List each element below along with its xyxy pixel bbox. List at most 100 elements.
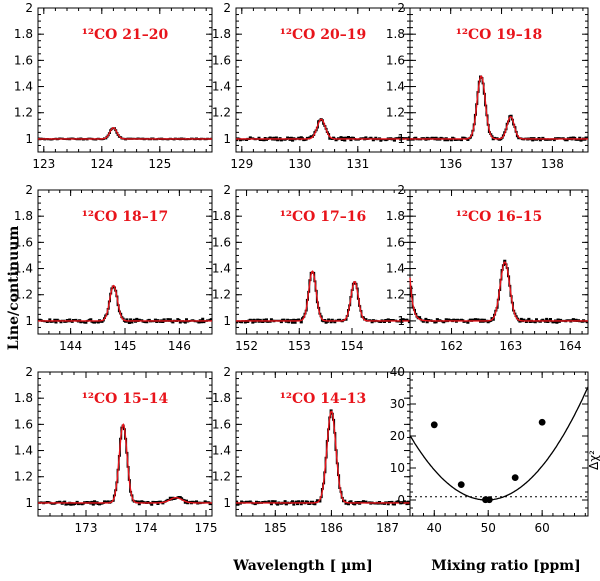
x-tick-label: 154 — [341, 339, 364, 353]
data-point — [457, 481, 465, 489]
x-tick-label: 60 — [535, 521, 550, 535]
x-tick-label: 187 — [376, 521, 399, 535]
x-tick-label: 144 — [59, 339, 82, 353]
x-tick-label: 138 — [541, 157, 564, 171]
x-tick-label: 123 — [32, 157, 55, 171]
y-tick-label: 2 — [397, 1, 405, 15]
y-tick-label: 1 — [223, 132, 231, 146]
y-tick-label: 1.4 — [212, 80, 231, 94]
y-tick-label: 1.8 — [14, 209, 33, 223]
model-spectrum — [236, 410, 410, 504]
x-tick-label: 145 — [114, 339, 137, 353]
panel-label: ¹²CO 14–13 — [280, 391, 366, 407]
y-tick-label: 2 — [397, 183, 405, 197]
model-spectrum — [409, 261, 588, 322]
panel-label: ¹²CO 16–15 — [456, 209, 542, 225]
observed-spectrum — [410, 75, 588, 142]
y-tick-label: 1.4 — [386, 262, 405, 276]
parabola-fit — [409, 386, 589, 501]
y-tick-label: 1.4 — [212, 444, 231, 458]
y-tick-label: 1.8 — [212, 209, 231, 223]
observed-spectrum — [38, 285, 212, 324]
x-axis-title-mixing-ratio: Mixing ratio [ppm] — [431, 558, 580, 574]
y-tick-label: 2 — [25, 1, 33, 15]
y-tick-label: 1 — [397, 132, 405, 146]
data-point — [511, 474, 519, 481]
panel-6: 1 1.2 1.4 1.6 1.8 2 162 163 164 ¹²CO 16–15 — [386, 183, 589, 353]
y-tick-label: 1.6 — [386, 235, 405, 249]
y-tick-label: 1 — [25, 314, 33, 328]
model-spectrum — [236, 270, 410, 322]
panel-3: 1 1.2 1.4 1.6 1.8 2 136 137 138 ¹²CO 19–18 — [386, 1, 589, 171]
y-tick-label: 1.2 — [212, 288, 231, 302]
x-tick-label: 174 — [135, 521, 158, 535]
y-tick-label: 1.4 — [14, 80, 33, 94]
y-tick-label: 1.2 — [14, 470, 33, 484]
x-tick-label: 163 — [499, 339, 522, 353]
y-tick-label: 2 — [25, 183, 33, 197]
model-spectrum — [236, 118, 410, 140]
panel-label: ¹²CO 20–19 — [280, 27, 366, 43]
y-tick-label: 1.4 — [14, 262, 33, 276]
panel-7: 1 1.2 1.4 1.6 1.8 2 173 174 175 ¹²CO 15–14 — [14, 365, 218, 535]
x-tick-label: 173 — [75, 521, 98, 535]
panel-8: 1 1.2 1.4 1.6 1.8 2 185 186 187 ¹²CO 14–13 — [212, 365, 411, 535]
panel-label: ¹²CO 19–18 — [456, 27, 542, 43]
panel-2: 1 1.2 1.4 1.6 1.8 2 129 130 131 ¹²CO 20–19 — [212, 1, 411, 171]
x-axis-title-wavelength: Wavelength [ µm] — [232, 558, 373, 574]
y-tick-label: 1.2 — [212, 470, 231, 484]
model-spectrum — [410, 75, 588, 140]
y-tick-label: 1.4 — [14, 444, 33, 458]
y-tick-label: 1.8 — [212, 27, 231, 41]
x-tick-label: 146 — [168, 339, 191, 353]
x-tick-label: 185 — [264, 521, 287, 535]
model-spectrum — [38, 423, 212, 504]
y-tick-label: 1.6 — [14, 417, 33, 431]
data-point — [538, 418, 546, 426]
y-tick-label: 1.6 — [212, 53, 231, 67]
data-point — [485, 496, 493, 504]
model-spectrum — [38, 127, 212, 140]
panel-frame — [409, 371, 589, 517]
x-tick-label: 162 — [440, 339, 463, 353]
x-tick-label: 124 — [90, 157, 113, 171]
x-tick-label: 131 — [346, 157, 369, 171]
panel-label: ¹²CO 18–17 — [82, 209, 168, 225]
y-tick-label: 1.2 — [386, 288, 405, 302]
y-tick-label: 2 — [223, 1, 231, 15]
y-tick-label: 0 — [397, 493, 405, 507]
panel-1: 1 1.2 1.4 1.6 1.8 2 123 124 125 ¹²CO 21–20 — [14, 1, 213, 171]
y-tick-label: 1.2 — [14, 288, 33, 302]
observed-spectrum — [236, 271, 410, 324]
data-point — [430, 421, 438, 429]
y-tick-label: 1 — [397, 314, 405, 328]
model-spectrum — [38, 284, 212, 322]
y-tick-label: 1.4 — [212, 262, 231, 276]
panel-9: 0 10 20 30 40 40 50 60 Δχ² — [390, 365, 600, 535]
y-tick-label: 1.8 — [14, 391, 33, 405]
y-tick-label: 1.2 — [386, 106, 405, 120]
x-tick-label: 130 — [288, 157, 311, 171]
y-tick-label: 1.8 — [386, 209, 405, 223]
x-tick-label: 125 — [148, 157, 171, 171]
y-tick-label: 1.6 — [14, 235, 33, 249]
observed-spectrum — [38, 127, 212, 141]
x-tick-label: 164 — [559, 339, 582, 353]
y-tick-label: 2 — [223, 365, 231, 379]
x-tick-label: 50 — [481, 521, 496, 535]
y-tick-label: 20 — [390, 429, 405, 443]
y-tick-label: 40 — [390, 365, 405, 379]
y-tick-label: 1.6 — [212, 235, 231, 249]
panel-label: ¹²CO 15–14 — [82, 391, 169, 407]
y-tick-label: 1 — [223, 496, 231, 510]
panel-label: ¹²CO 21–20 — [82, 27, 169, 43]
x-tick-label: 129 — [230, 157, 253, 171]
y-tick-label: 1.2 — [212, 106, 231, 120]
panel-4: 1 1.2 1.4 1.6 1.8 2 144 145 146 ¹²CO 18–17 — [14, 183, 213, 353]
y-tick-label: 1.6 — [386, 53, 405, 67]
y-tick-label: 1 — [25, 496, 33, 510]
y-tick-label: 1.8 — [386, 27, 405, 41]
x-tick-label: 136 — [439, 157, 462, 171]
y-tick-label: 10 — [390, 461, 405, 475]
